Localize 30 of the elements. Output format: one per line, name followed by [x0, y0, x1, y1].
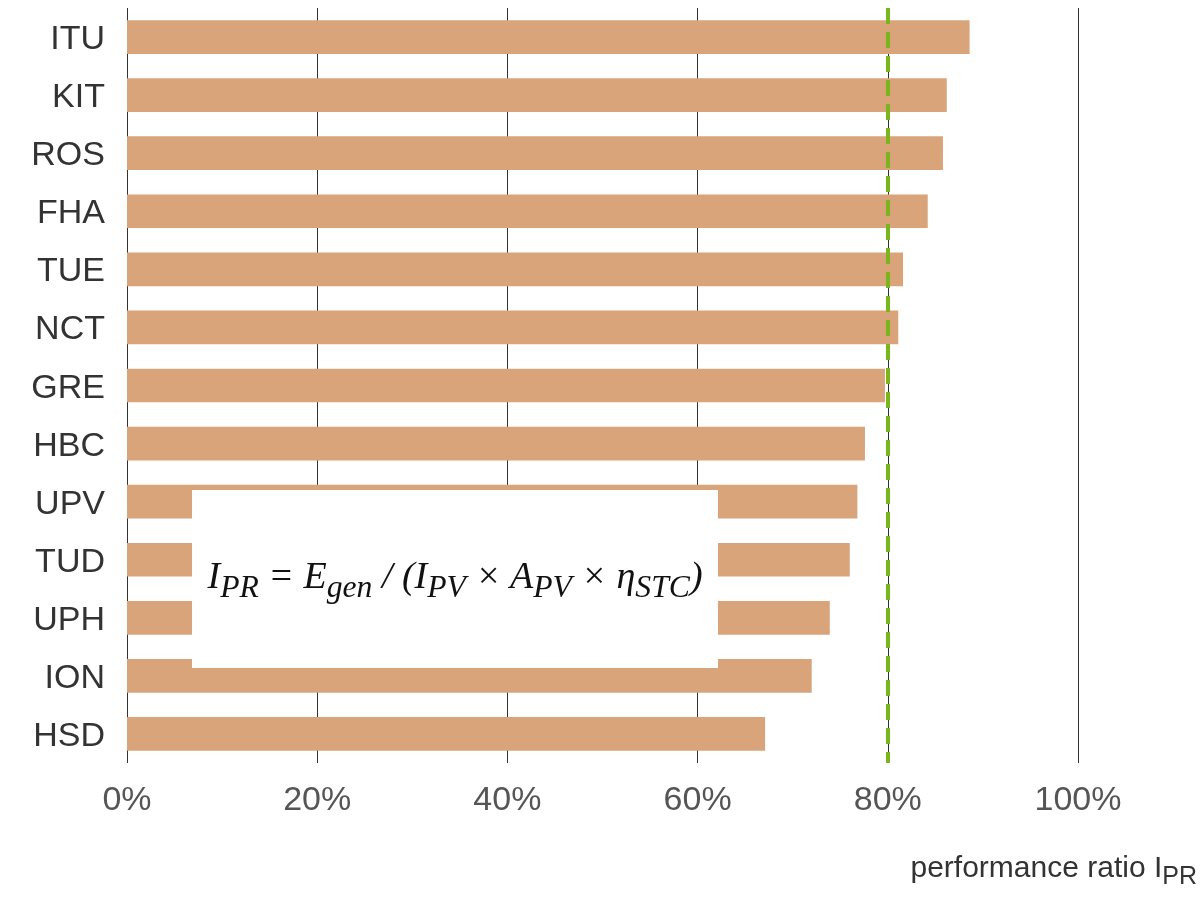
x-axis-title: performance ratio I$_{PR}$ — [910, 850, 1197, 890]
x-tick-label: 60% — [663, 779, 732, 817]
y-tick-label: ION — [44, 656, 105, 695]
y-tick-label: UPH — [33, 598, 105, 637]
bar — [127, 252, 904, 287]
formula-box: I$_{PR}$ = E$_{gen}$ / (I$_{PV}$ × A$_{PV}$ × η$_{STC}$) — [192, 490, 718, 668]
x-tick-label: 100% — [1034, 779, 1122, 817]
y-tick-label: ITU — [50, 18, 105, 57]
y-tick-label: TUD — [35, 540, 105, 579]
y-tick-label: NCT — [35, 308, 105, 347]
y-tick-label: FHA — [37, 192, 106, 231]
bar — [127, 20, 970, 54]
bar — [127, 78, 947, 112]
x-tick-label: 20% — [283, 779, 352, 817]
y-tick-label: HBC — [33, 424, 105, 463]
bar — [127, 310, 899, 345]
x-tick-label: 0% — [102, 779, 152, 817]
y-tick-label: TUE — [37, 250, 105, 289]
x-tick-label: 80% — [853, 779, 922, 817]
x-tick-label: 40% — [473, 779, 542, 817]
bar — [127, 426, 865, 461]
bar — [127, 194, 928, 229]
bar — [127, 136, 943, 171]
y-tick-label: HSD — [33, 714, 105, 753]
bar — [127, 717, 766, 751]
y-tick-label: UPV — [35, 482, 106, 521]
y-tick-label: KIT — [52, 76, 105, 115]
bar — [127, 368, 885, 403]
y-tick-label: GRE — [31, 366, 105, 405]
y-tick-label: ROS — [31, 134, 105, 173]
